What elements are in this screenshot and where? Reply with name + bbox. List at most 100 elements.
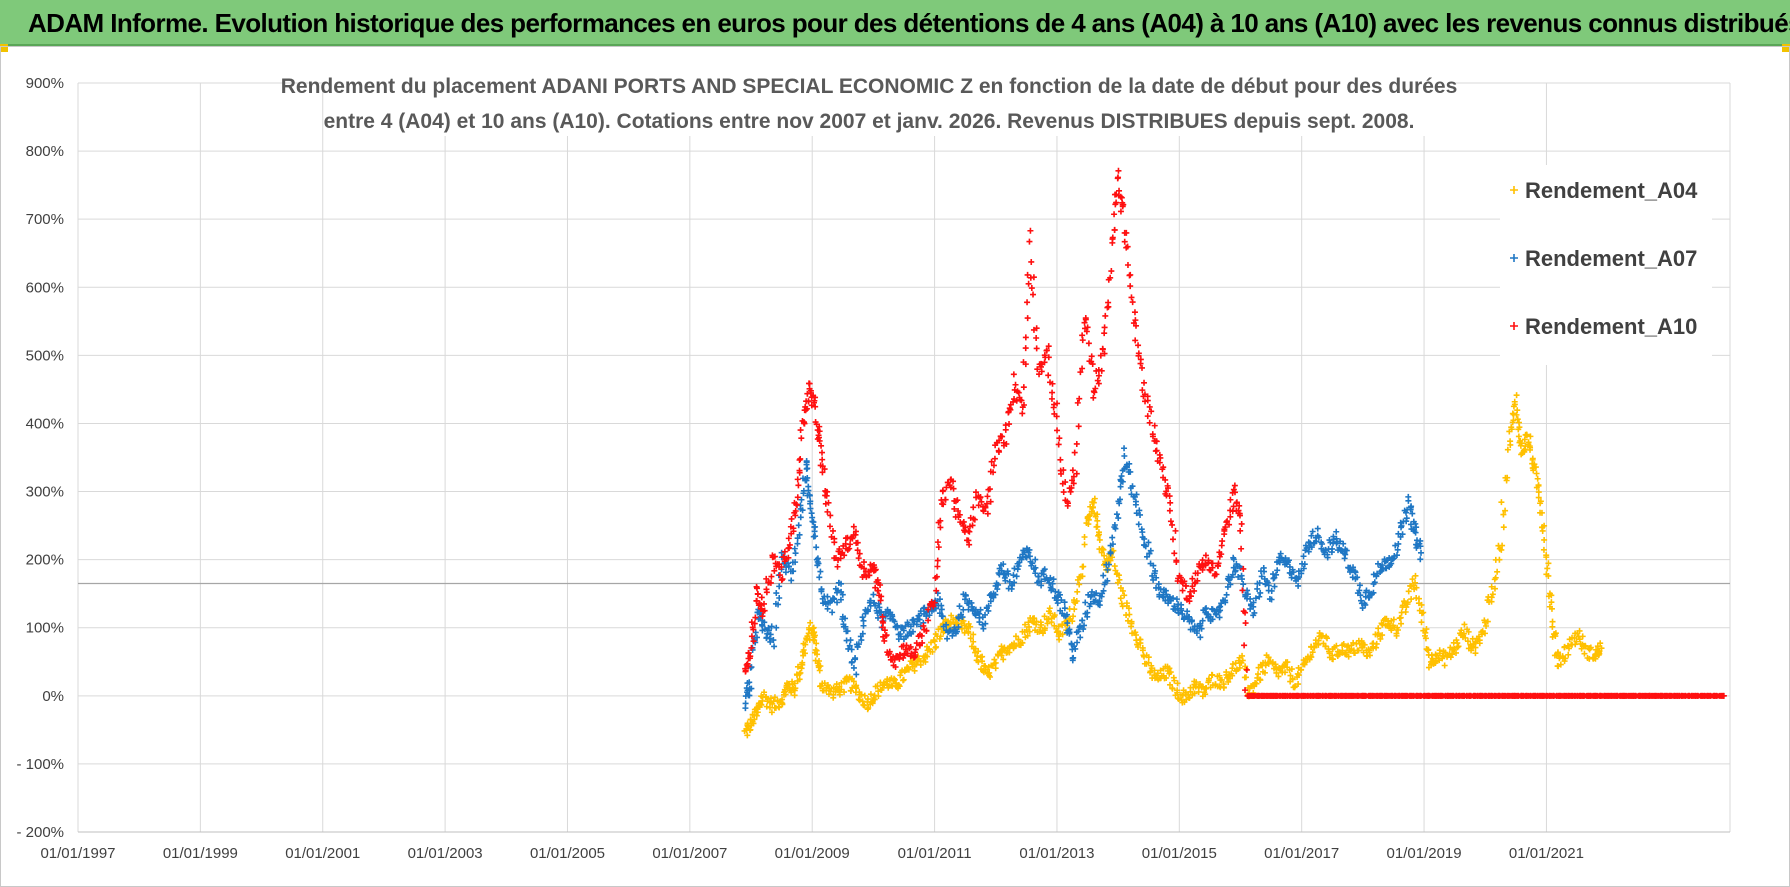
data-point [746, 655, 753, 662]
data-point [814, 555, 821, 562]
data-point [1287, 672, 1294, 679]
data-point [788, 577, 795, 584]
data-point [1095, 380, 1102, 387]
data-point [1117, 595, 1124, 602]
y-tick-label: 600% [26, 279, 64, 296]
data-point [1227, 513, 1234, 520]
data-point [874, 587, 881, 594]
data-point [1458, 627, 1465, 634]
data-point [1397, 614, 1404, 621]
data-point [1533, 470, 1540, 477]
data-point [786, 541, 793, 548]
data-point [1507, 438, 1514, 445]
data-point [1049, 380, 1056, 387]
data-point [767, 579, 774, 586]
data-point [1392, 542, 1399, 549]
data-point [855, 696, 862, 703]
data-point [867, 691, 874, 698]
data-point [1295, 574, 1302, 581]
y-tick-label: 200% [26, 552, 64, 569]
data-point [802, 641, 809, 648]
data-point [806, 492, 813, 499]
data-point [1412, 520, 1419, 527]
data-point [1116, 576, 1123, 583]
data-point [937, 633, 944, 640]
data-point [1418, 601, 1425, 608]
data-point [1432, 658, 1439, 665]
data-point [764, 695, 771, 702]
data-point [846, 642, 853, 649]
data-point [1308, 532, 1315, 539]
data-point [1153, 574, 1160, 581]
data-point [881, 627, 888, 634]
data-point [785, 535, 792, 542]
data-point [1117, 584, 1124, 591]
data-point [1040, 571, 1047, 578]
data-point [1098, 593, 1105, 600]
data-point [1540, 546, 1547, 553]
data-point [776, 583, 783, 590]
data-point [1018, 397, 1025, 404]
data-point [956, 603, 963, 610]
data-point [1124, 261, 1131, 268]
data-point [860, 617, 867, 624]
data-point [1523, 431, 1530, 438]
data-point [1390, 616, 1397, 623]
data-point [1500, 524, 1507, 531]
data-point [872, 602, 879, 609]
data-point [1236, 664, 1243, 671]
data-point [1225, 577, 1232, 584]
data-point [934, 563, 941, 570]
data-point [904, 619, 911, 626]
data-point [970, 504, 977, 511]
data-point [1025, 280, 1032, 287]
data-point [1549, 623, 1556, 630]
data-point [1160, 464, 1167, 471]
data-point [1193, 630, 1200, 637]
data-point [1243, 666, 1250, 673]
data-point [1499, 542, 1506, 549]
x-tick-label: 01/01/2015 [1142, 845, 1217, 862]
data-point [818, 442, 825, 449]
data-point [1033, 334, 1040, 341]
data-point [790, 528, 797, 535]
data-point [1045, 354, 1052, 361]
data-point [1085, 340, 1092, 347]
data-point [1290, 569, 1297, 576]
data-point [944, 635, 951, 642]
data-point [1100, 572, 1107, 579]
data-point [866, 572, 873, 579]
data-point [842, 615, 849, 622]
data-point [1077, 369, 1084, 376]
data-point [1197, 634, 1204, 641]
data-point [978, 498, 985, 505]
data-point [1126, 611, 1133, 618]
data-point [1132, 337, 1139, 344]
data-point [1125, 605, 1132, 612]
data-point [816, 574, 823, 581]
data-point [815, 560, 822, 567]
data-point [982, 620, 989, 627]
data-point [1373, 640, 1380, 647]
data-point [761, 689, 768, 696]
data-point [1219, 538, 1226, 545]
data-point [745, 692, 752, 699]
data-point [917, 661, 924, 668]
data-point [1521, 446, 1528, 453]
data-point [1218, 551, 1225, 558]
data-point [1067, 488, 1074, 495]
data-point [1565, 651, 1572, 658]
data-point [1046, 605, 1053, 612]
data-point [1152, 567, 1159, 574]
data-point [965, 629, 972, 636]
data-point [1107, 550, 1114, 557]
data-point [877, 582, 884, 589]
data-point [1071, 606, 1078, 613]
data-point [850, 523, 857, 530]
data-point [807, 619, 814, 626]
data-point [1165, 485, 1172, 492]
data-point [986, 486, 993, 493]
data-point [1095, 531, 1102, 538]
data-point [1298, 666, 1305, 673]
data-point [1202, 552, 1209, 559]
